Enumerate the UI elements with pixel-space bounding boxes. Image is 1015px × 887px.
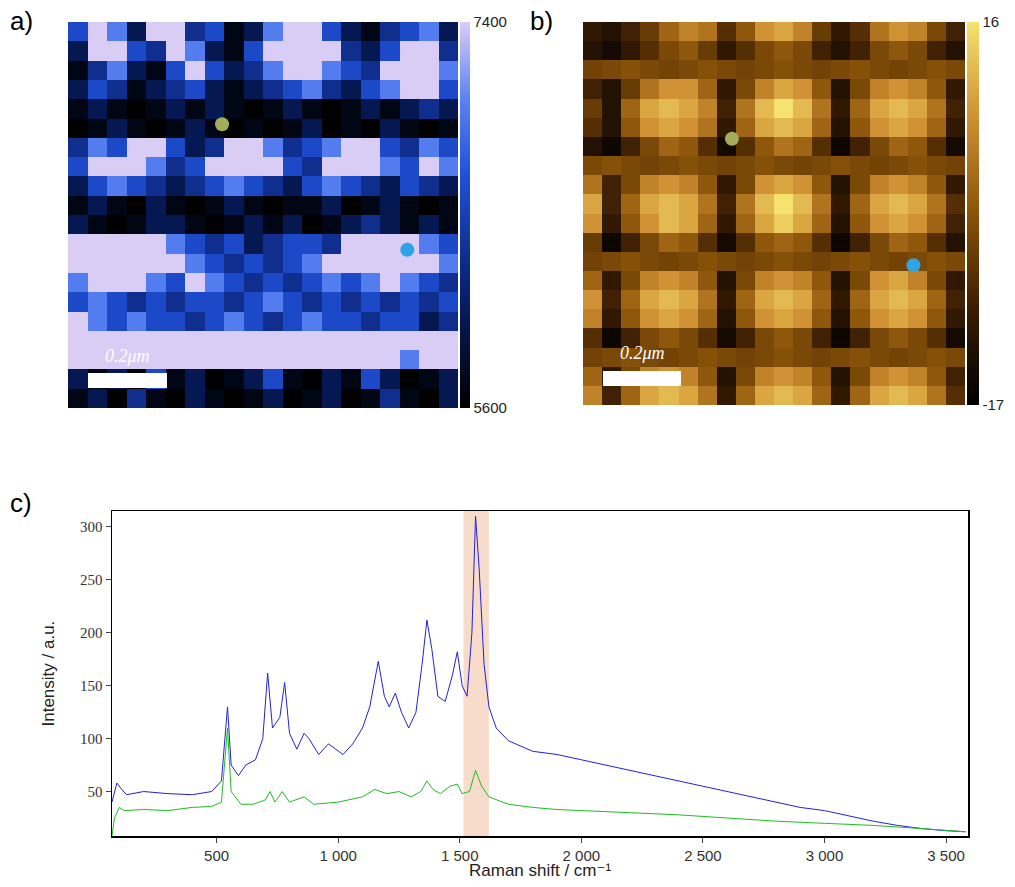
- svg-text:0.2μm: 0.2μm: [105, 346, 150, 366]
- svg-text:7400: 7400: [474, 13, 507, 30]
- svg-text:2 000: 2 000: [563, 847, 601, 864]
- svg-text:150: 150: [80, 678, 103, 694]
- svg-text:0.2μm: 0.2μm: [620, 343, 665, 363]
- svg-text:300: 300: [80, 519, 103, 535]
- svg-text:5600: 5600: [474, 399, 507, 416]
- svg-text:b): b): [530, 6, 553, 36]
- svg-text:16: 16: [983, 13, 1000, 30]
- svg-text:50: 50: [88, 784, 103, 800]
- svg-text:1 500: 1 500: [441, 847, 479, 864]
- svg-text:-17: -17: [983, 396, 1005, 413]
- svg-text:Raman shift / cm⁻¹: Raman shift / cm⁻¹: [469, 861, 612, 880]
- svg-text:Intensity / a.u.: Intensity / a.u.: [39, 621, 58, 727]
- svg-text:3 000: 3 000: [806, 847, 844, 864]
- svg-text:c): c): [10, 488, 32, 518]
- svg-text:2 500: 2 500: [684, 847, 722, 864]
- svg-text:250: 250: [80, 572, 103, 588]
- svg-text:200: 200: [80, 625, 103, 641]
- svg-text:3 500: 3 500: [927, 847, 965, 864]
- svg-text:500: 500: [204, 847, 229, 864]
- svg-text:a): a): [10, 6, 33, 36]
- svg-text:100: 100: [80, 731, 103, 747]
- svg-text:1 000: 1 000: [319, 847, 357, 864]
